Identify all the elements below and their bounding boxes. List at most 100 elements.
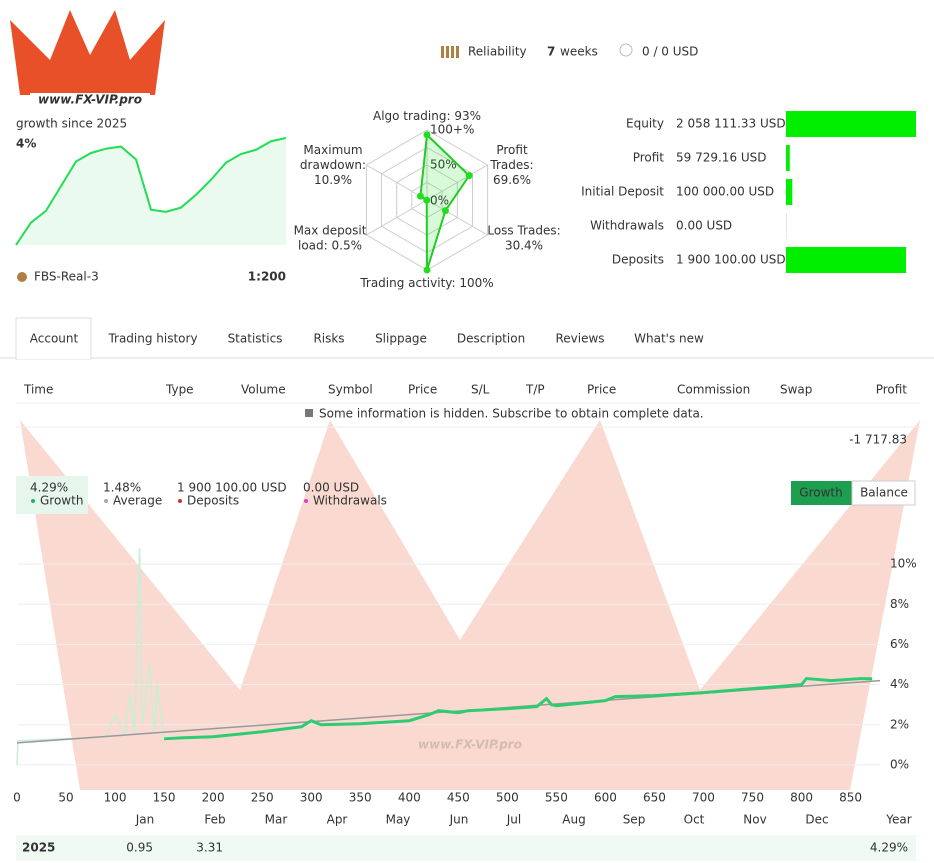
toggle-active[interactable] bbox=[791, 481, 852, 505]
balance-bar bbox=[786, 247, 907, 273]
reliability-icon bbox=[446, 46, 449, 58]
table-header: T/P bbox=[525, 383, 545, 397]
balance-bar bbox=[786, 213, 787, 239]
toggle-label[interactable]: Growth bbox=[799, 486, 842, 500]
x-tick-label: 200 bbox=[202, 791, 225, 805]
table-header: Swap bbox=[780, 383, 812, 397]
radar-label: Profit Trades: 69.6% bbox=[489, 143, 533, 187]
stat-label: Withdrawals bbox=[313, 494, 387, 508]
x-tick-label: 700 bbox=[692, 791, 715, 805]
stat-dot bbox=[104, 499, 108, 503]
table-header: Price bbox=[587, 383, 616, 397]
reliability-icon bbox=[441, 46, 444, 58]
radar-point bbox=[416, 192, 424, 200]
balance-name: Equity bbox=[626, 117, 664, 131]
radar-point bbox=[465, 172, 473, 180]
sparkline bbox=[15, 137, 287, 246]
tab[interactable]: Reviews bbox=[555, 332, 604, 346]
table-header: S/L bbox=[471, 383, 490, 397]
month-label: Apr bbox=[327, 813, 348, 827]
toggle-label[interactable]: Balance bbox=[860, 486, 908, 500]
x-tick-label: 400 bbox=[398, 791, 421, 805]
tab[interactable]: Slippage bbox=[375, 332, 427, 346]
notice-end: to obtain complete data. bbox=[555, 407, 703, 421]
radar-label: Trading activity: 100% bbox=[359, 276, 493, 290]
notice: Some information is hidden. bbox=[319, 407, 488, 421]
y-tick-label: 6% bbox=[890, 637, 909, 651]
tab[interactable]: Statistics bbox=[228, 332, 283, 346]
x-tick-label: 50 bbox=[58, 791, 73, 805]
balance-value: 59 729.16 USD bbox=[676, 151, 767, 165]
radar-point bbox=[423, 266, 431, 274]
toggle[interactable] bbox=[851, 480, 916, 506]
notice-icon bbox=[305, 409, 313, 417]
month-value: 3.31 bbox=[196, 841, 223, 855]
balance-name: Initial Deposit bbox=[581, 185, 664, 199]
table-header: Profit bbox=[876, 383, 908, 397]
radar-spoke bbox=[366, 164, 428, 201]
x-tick-label: 100 bbox=[104, 791, 127, 805]
radar-spoke bbox=[426, 199, 488, 236]
stat-value: 0.00 USD bbox=[303, 481, 359, 495]
radar-ring-label: 50% bbox=[430, 158, 457, 172]
tab[interactable]: Description bbox=[457, 332, 525, 346]
table-header: Commission bbox=[677, 383, 750, 397]
balance-value: 2 058 111.33 USD bbox=[676, 117, 786, 131]
y-tick-label: 10% bbox=[890, 557, 917, 571]
radar-spoke bbox=[366, 199, 428, 236]
month-label: Mar bbox=[265, 813, 288, 827]
subscribers-icon bbox=[619, 43, 633, 57]
year-header: Year bbox=[885, 813, 911, 827]
radar-point bbox=[423, 131, 431, 139]
balance-bar bbox=[786, 145, 790, 171]
subscribers: 0 / 0 USD bbox=[642, 45, 698, 59]
x-tick-label: 600 bbox=[594, 791, 617, 805]
radar-label: Algo trading: 93% bbox=[373, 109, 481, 123]
radar-ring-label: 100+% bbox=[430, 123, 474, 137]
y-tick-label: 8% bbox=[890, 597, 909, 611]
tab[interactable]: Risks bbox=[313, 332, 344, 346]
radar-label: Maximum drawdown: 10.9% bbox=[300, 143, 366, 187]
y-tick-label: 0% bbox=[890, 757, 909, 771]
tab[interactable]: Trading history bbox=[107, 332, 197, 346]
x-tick-label: 850 bbox=[839, 791, 862, 805]
watermark bbox=[20, 420, 920, 790]
radar-spoke bbox=[426, 164, 488, 201]
stat-label: Average bbox=[113, 494, 162, 508]
radar-point bbox=[441, 207, 449, 215]
reliability-icon bbox=[451, 46, 454, 58]
tab[interactable]: Account bbox=[30, 332, 79, 346]
account: FBS-Real-3 bbox=[34, 270, 99, 284]
table-header: Symbol bbox=[328, 383, 373, 397]
month-label: Dec bbox=[805, 813, 828, 827]
y-tick-label: 4% bbox=[890, 677, 909, 691]
reliability: Reliability bbox=[468, 45, 527, 59]
watermark-crown bbox=[20, 420, 920, 790]
y-tick-label: 2% bbox=[890, 717, 909, 731]
month-label: Jan bbox=[135, 813, 155, 827]
month-label: Jun bbox=[449, 813, 469, 827]
month-label: Aug bbox=[562, 813, 585, 827]
balance-value: 100 000.00 USD bbox=[676, 185, 774, 199]
weeks-label: weeks bbox=[560, 45, 598, 59]
notice-link[interactable]: Subscribe bbox=[492, 407, 551, 421]
stat-value: 1.48% bbox=[103, 481, 141, 495]
stat-highlight bbox=[16, 476, 88, 514]
stat-dot bbox=[178, 499, 182, 503]
x-tick-label: 800 bbox=[790, 791, 813, 805]
x-tick-label: 450 bbox=[447, 791, 470, 805]
month-label: Sep bbox=[623, 813, 646, 827]
growth-label: growth since 2025 bbox=[16, 117, 127, 131]
stat-value: 4.29% bbox=[30, 481, 68, 495]
logo-band bbox=[30, 93, 150, 107]
x-tick-label: 550 bbox=[545, 791, 568, 805]
stat-label: Deposits bbox=[187, 494, 239, 508]
logo-text: www.FX-VIP.pro bbox=[38, 93, 142, 107]
growth-value: 4% bbox=[16, 137, 36, 151]
x-tick-label: 500 bbox=[496, 791, 519, 805]
balance-bar bbox=[786, 179, 793, 205]
month-label: Jul bbox=[506, 813, 521, 827]
balance-name: Deposits bbox=[612, 253, 664, 267]
reliability-icon bbox=[456, 46, 459, 58]
tab[interactable]: What's new bbox=[634, 332, 704, 346]
